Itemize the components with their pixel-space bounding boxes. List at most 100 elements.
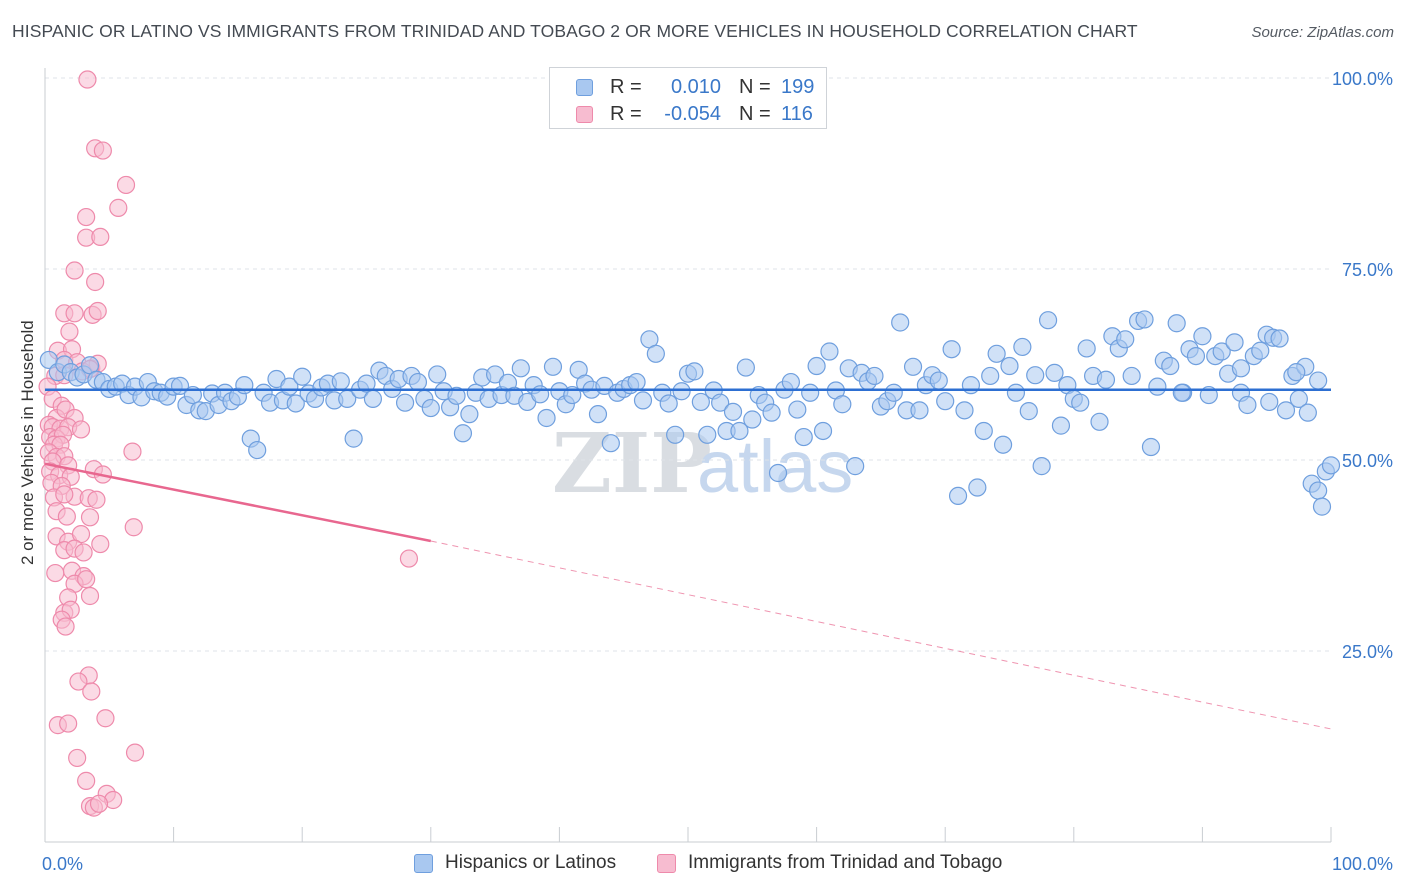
data-point <box>1045 363 1064 383</box>
data-point <box>88 301 107 321</box>
data-point <box>395 393 415 412</box>
data-point <box>698 425 717 444</box>
data-point <box>55 485 74 504</box>
data-point <box>788 400 807 419</box>
data-point <box>399 549 419 568</box>
data-point <box>1298 403 1317 422</box>
data-point <box>1251 341 1270 360</box>
data-point <box>1212 342 1231 361</box>
data-point <box>1090 412 1109 431</box>
r-label: R = <box>610 102 642 125</box>
data-point <box>77 771 96 790</box>
trendline-trinidad-solid <box>44 462 432 543</box>
data-point <box>993 435 1013 454</box>
legend-row-hispanic: R = 0.010 N = 199 <box>576 74 814 100</box>
x-tick-label: 0.0% <box>42 854 83 874</box>
data-point <box>968 478 987 497</box>
data-point <box>1167 314 1186 333</box>
data-point <box>1122 366 1141 386</box>
data-point <box>987 344 1006 363</box>
legend-swatch-blue <box>414 853 433 873</box>
y-tick-label: 50.0% <box>1342 451 1393 471</box>
data-point <box>1077 339 1096 358</box>
data-point <box>833 395 852 414</box>
data-point <box>421 398 440 418</box>
gridlines <box>45 77 1331 652</box>
data-point <box>813 421 833 441</box>
data-point <box>46 563 65 583</box>
legend-swatch-pink <box>657 853 676 873</box>
data-point <box>1270 329 1289 348</box>
data-point <box>1096 370 1116 389</box>
data-point <box>1026 366 1045 385</box>
data-point <box>1276 401 1296 420</box>
data-point <box>974 421 993 441</box>
data-point <box>123 442 142 461</box>
data-point <box>293 367 312 386</box>
y-tick-label: 100.0% <box>1332 69 1393 89</box>
data-point <box>1225 333 1244 352</box>
data-point <box>96 709 115 728</box>
data-point <box>78 70 97 89</box>
data-point <box>601 434 620 453</box>
data-point <box>109 198 128 217</box>
data-point <box>65 261 84 280</box>
data-point <box>1071 393 1090 412</box>
data-point <box>1032 457 1051 476</box>
correlation-legend: R = 0.010 N = 199 R = -0.054 N = 116 <box>549 67 827 129</box>
data-point <box>511 359 530 378</box>
n-label: N = <box>739 75 771 98</box>
data-point <box>331 372 350 391</box>
legend-swatch-blue <box>576 78 593 96</box>
data-point <box>743 410 762 429</box>
data-point <box>82 682 101 701</box>
data-point <box>543 357 563 376</box>
y-tick-labels: 25.0% 50.0% 75.0% 100.0% <box>1332 69 1393 662</box>
data-point <box>59 714 78 733</box>
data-point <box>659 394 678 413</box>
data-point <box>74 543 93 562</box>
data-point <box>961 376 981 395</box>
legend-item-trinidad: Immigrants from Trinidad and Tobago <box>657 852 1002 874</box>
data-point <box>89 794 109 813</box>
data-point <box>723 402 743 421</box>
data-point <box>1006 383 1026 402</box>
data-point <box>1321 456 1341 475</box>
data-point <box>666 425 685 444</box>
data-point <box>1309 481 1328 500</box>
data-point <box>363 389 383 408</box>
data-point <box>1135 310 1154 329</box>
data-point <box>460 405 479 424</box>
data-point <box>71 420 91 439</box>
data-point <box>929 371 948 390</box>
data-point <box>1038 311 1058 330</box>
data-point <box>286 394 305 413</box>
source-credit: Source: ZipAtlas.com <box>1251 24 1394 41</box>
n-label: N = <box>739 102 771 125</box>
data-point <box>537 408 556 428</box>
legend-label: Immigrants from Trinidad and Tobago <box>688 852 1003 873</box>
y-tick-label: 75.0% <box>1342 260 1393 280</box>
data-point <box>486 365 505 384</box>
data-point <box>80 586 100 606</box>
data-point <box>357 374 376 393</box>
data-point <box>57 507 76 526</box>
data-point <box>820 342 839 361</box>
data-point <box>1019 402 1038 421</box>
data-point <box>910 401 929 420</box>
data-point <box>1309 371 1328 390</box>
data-point <box>736 358 755 377</box>
data-point <box>248 440 267 460</box>
data-point <box>116 175 136 195</box>
data-point <box>801 383 820 402</box>
data-point <box>1051 416 1071 435</box>
data-point <box>1000 356 1019 376</box>
data-point <box>125 743 145 762</box>
n-value: 199 <box>781 75 815 98</box>
data-point <box>730 421 749 441</box>
data-point <box>87 490 106 509</box>
data-point <box>1141 437 1161 457</box>
data-point <box>1260 392 1279 412</box>
data-point <box>65 304 84 323</box>
